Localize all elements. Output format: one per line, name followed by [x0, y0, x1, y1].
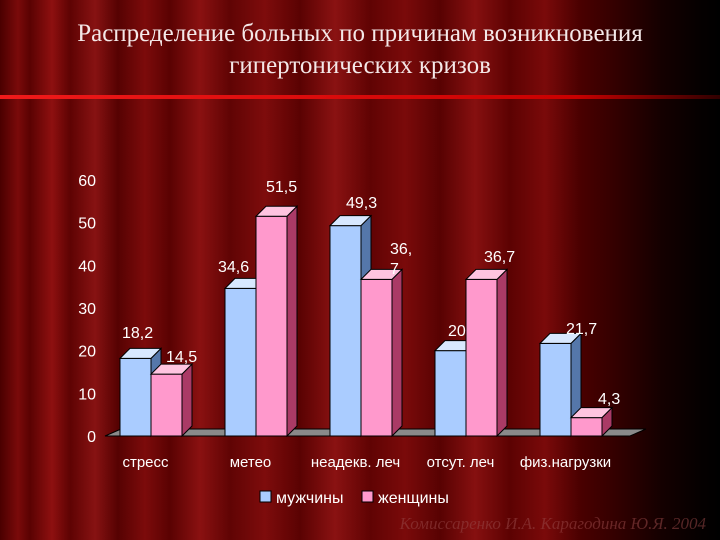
data-label: 20 — [448, 323, 466, 340]
bar — [360, 278, 393, 437]
bar-top — [149, 363, 194, 375]
x-tick-label: метео — [230, 454, 272, 471]
bar-top — [359, 268, 404, 280]
bar-top — [254, 205, 299, 217]
bar-top — [569, 407, 614, 419]
title-line-2: гипертонических кризов — [229, 52, 491, 79]
chart-title: Распределение больных по причинам возник… — [0, 18, 720, 82]
data-label: 7 — [390, 261, 399, 278]
bar — [539, 342, 572, 437]
bar-side — [286, 205, 298, 438]
legend-swatch — [259, 490, 272, 503]
bar-top — [538, 332, 583, 344]
y-tick-label: 30 — [78, 301, 96, 318]
bar-side — [181, 362, 193, 438]
bar-top — [118, 347, 163, 359]
bar-top — [464, 268, 509, 280]
y-tick-label: 50 — [78, 216, 96, 233]
data-label: 49,3 — [346, 195, 377, 212]
data-label: 36,7 — [484, 249, 515, 266]
bar — [465, 278, 498, 437]
x-tick-label: стресс — [122, 454, 169, 471]
bar-top — [328, 215, 373, 227]
legend-swatch — [361, 490, 374, 503]
author-credit: Комиссаренко И.А. Карагодина Ю.Я. 2004 — [399, 514, 706, 533]
bar — [150, 373, 183, 437]
bar — [570, 417, 603, 437]
y-tick-label: 20 — [78, 344, 96, 361]
data-label: 18,2 — [122, 325, 153, 342]
bar — [224, 287, 257, 437]
bar-side — [391, 268, 403, 438]
legend-label: женщины — [378, 490, 449, 507]
y-tick-label: 10 — [78, 386, 96, 403]
title-line-1: Распределение больных по причинам возник… — [77, 20, 643, 47]
data-label: 14,5 — [166, 349, 197, 366]
data-label: 4,3 — [598, 391, 620, 408]
y-tick-label: 0 — [87, 429, 96, 446]
title-divider — [0, 95, 720, 99]
legend-label: мужчины — [276, 490, 344, 507]
bar — [119, 357, 152, 437]
x-tick-label: отсут. леч — [427, 454, 495, 471]
data-label: 36, — [390, 241, 412, 258]
bar — [255, 215, 288, 437]
data-label: 21,7 — [566, 321, 597, 338]
bar — [434, 350, 467, 437]
y-tick-label: 60 — [78, 173, 96, 190]
data-label: 34,6 — [218, 259, 249, 276]
bar-side — [496, 268, 508, 438]
x-tick-label: физ.нагрузки — [520, 454, 611, 471]
x-tick-label: неадекв. леч — [311, 454, 400, 471]
bar — [329, 225, 362, 437]
y-tick-label: 40 — [78, 258, 96, 275]
data-label: 51,5 — [266, 179, 297, 196]
